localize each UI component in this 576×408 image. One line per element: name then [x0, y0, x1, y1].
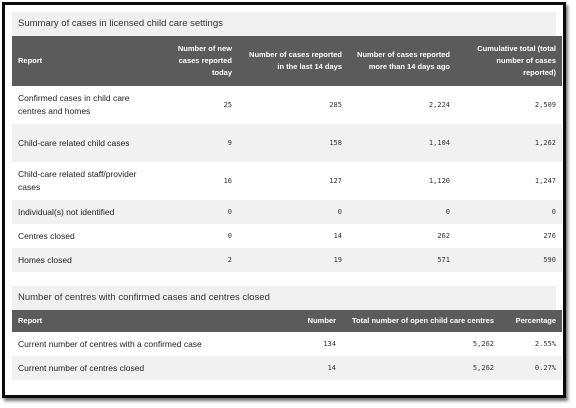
header-report: Report: [18, 316, 43, 325]
last-14-days-cell: 19: [333, 255, 342, 264]
new-cases-cell: 16: [223, 176, 232, 185]
header-number: Number: [307, 316, 336, 325]
row-label: Current number of centres closed: [18, 362, 145, 373]
content-area: Summary of cases in licensed child care …: [12, 12, 562, 390]
new-cases-cell: 25: [223, 100, 232, 109]
row-label: Child-care related staff/provider cases: [18, 169, 137, 192]
table-row: Confirmed cases in child care centres an…: [12, 86, 562, 124]
older-cases-cell: 262: [437, 231, 450, 240]
total-cell: 590: [543, 255, 556, 264]
older-cases-cell: 571: [437, 255, 450, 264]
percentage-cell: 2.55%: [534, 339, 556, 348]
summary-section-title: Summary of cases in licensed child care …: [12, 12, 556, 36]
screenshot-frame: Summary of cases in licensed child care …: [2, 2, 566, 398]
total-cell: 2,509: [534, 100, 556, 109]
total-cell: 276: [543, 231, 556, 240]
header-report: Report: [18, 56, 43, 65]
header-open-centres: Total number of open child care centres: [352, 316, 494, 325]
centres-table: Report Number Total number of open child…: [12, 310, 562, 380]
table-row: Child-care related child cases 9 158 1,1…: [12, 124, 562, 162]
last-14-days-cell: 127: [329, 176, 342, 185]
new-cases-cell: 9: [227, 138, 232, 147]
total-cell: 0: [551, 207, 556, 216]
header-percentage: Percentage: [515, 316, 556, 325]
row-label: Centres closed: [18, 230, 75, 241]
new-cases-cell: 2: [227, 255, 232, 264]
percentage-cell: 0.27%: [534, 363, 556, 372]
row-label: Individual(s) not identified: [18, 206, 115, 217]
table-row: Individual(s) not identified 0 0 0 0: [12, 200, 562, 224]
last-14-days-cell: 0: [337, 207, 342, 216]
table-row: Current number of centres closed 14 5,26…: [12, 356, 562, 380]
last-14-days-cell: 158: [329, 138, 342, 147]
table-row: Homes closed 2 19 571 590: [12, 248, 562, 272]
summary-header-row: Report Number of new cases reported toda…: [12, 36, 562, 86]
summary-table: Report Number of new cases reported toda…: [12, 36, 562, 272]
section-spacer: [12, 272, 556, 286]
total-cell: 1,247: [534, 176, 556, 185]
row-label: Current number of centres with a confirm…: [18, 338, 202, 349]
older-cases-cell: 2,224: [428, 100, 450, 109]
header-older-cases: Number of cases reported more than 14 da…: [357, 50, 450, 71]
centres-header-row: Report Number Total number of open child…: [12, 310, 562, 332]
new-cases-cell: 0: [227, 231, 232, 240]
last-14-days-cell: 14: [333, 231, 342, 240]
number-cell: 14: [327, 363, 336, 372]
number-cell: 134: [323, 339, 336, 348]
header-cumulative-total: Cumulative total (total number of cases …: [477, 44, 556, 77]
older-cases-cell: 1,104: [428, 138, 450, 147]
new-cases-cell: 0: [227, 207, 232, 216]
row-label: Homes closed: [18, 254, 72, 265]
centres-section-title: Number of centres with confirmed cases a…: [12, 286, 556, 310]
row-label: Child-care related child cases: [18, 137, 130, 148]
table-row: Current number of centres with a confirm…: [12, 332, 562, 356]
open-centres-cell: 5,262: [472, 339, 494, 348]
row-label: Confirmed cases in child care centres an…: [18, 93, 130, 116]
older-cases-cell: 1,120: [428, 176, 450, 185]
header-new-cases: Number of new cases reported today: [177, 44, 232, 77]
header-last-14-days: Number of cases reported in the last 14 …: [249, 50, 342, 71]
table-row: Centres closed 0 14 262 276: [12, 224, 562, 248]
last-14-days-cell: 285: [329, 100, 342, 109]
table-row: Child-care related staff/provider cases …: [12, 162, 562, 200]
older-cases-cell: 0: [445, 207, 450, 216]
open-centres-cell: 5,262: [472, 363, 494, 372]
total-cell: 1,262: [534, 138, 556, 147]
